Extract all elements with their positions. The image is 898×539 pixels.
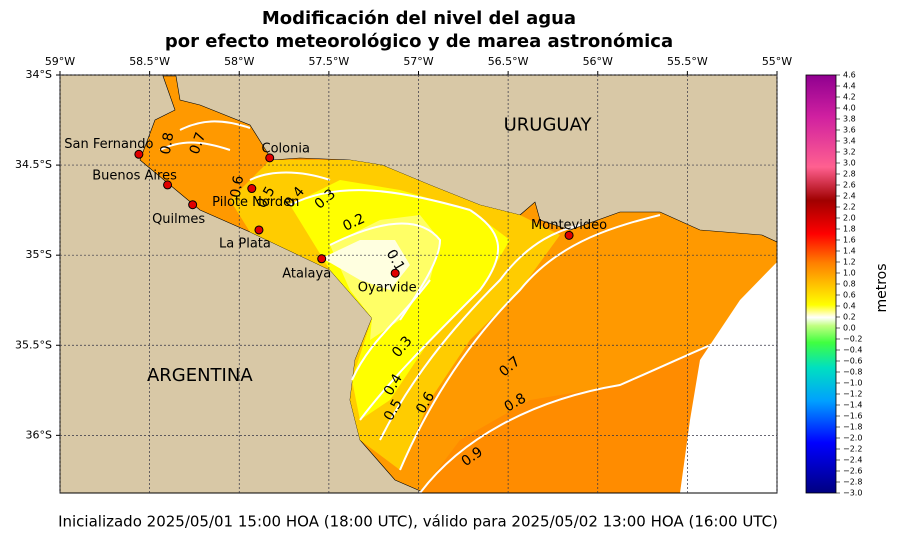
colorbar-tick-label: 4.2 <box>843 93 856 102</box>
colorbar-tick-label: −2.4 <box>843 456 862 465</box>
y-tick-label: 35.5°S <box>15 338 52 351</box>
x-tick-label: 59°W <box>45 55 75 68</box>
station-label: Colonia <box>262 141 310 156</box>
colorbar-tick-label: −1.4 <box>843 401 862 410</box>
x-tick-label: 56.5°W <box>488 55 529 68</box>
x-tick-label: 57°W <box>403 55 433 68</box>
contour-label: 0.8 <box>158 131 178 156</box>
colorbar-tick-label: −1.6 <box>843 412 862 421</box>
colorbar-tick-label: 2.2 <box>843 203 856 212</box>
x-tick-label: 58°W <box>224 55 254 68</box>
colorbar-tick-label: 1.4 <box>843 247 856 256</box>
colorbar-tick-label: 0.6 <box>843 291 856 300</box>
station-label: Oyarvide <box>358 281 417 296</box>
x-tick-label: 58.5°W <box>129 55 170 68</box>
y-tick-label: 34°S <box>26 68 52 81</box>
title-line: Modificación del nivel del agua <box>262 8 576 29</box>
contour-label: 0.6 <box>228 174 248 199</box>
colorbar-tick-label: −1.8 <box>843 423 862 432</box>
title-line: por efecto meteorológico y de marea astr… <box>165 31 673 52</box>
contour-band <box>322 240 410 290</box>
station-label: San Fernando <box>64 137 153 152</box>
colorbar-tick-label: 0.4 <box>843 302 856 311</box>
station-label: Montevideo <box>531 218 607 233</box>
station-marker <box>317 254 327 264</box>
station-marker <box>564 230 574 240</box>
station-label: Quilmes <box>152 212 205 227</box>
colorbar-tick-label: 0.2 <box>843 313 856 322</box>
colorbar-tick-label: 2.6 <box>843 181 856 190</box>
y-tick-label: 34.5°S <box>15 158 52 171</box>
colorbar-tick-label: −0.6 <box>843 357 862 366</box>
region-label: ARGENTINA <box>147 365 253 386</box>
colorbar-tick-label: −1.0 <box>843 379 862 388</box>
colorbar-tick-label: 1.0 <box>843 269 856 278</box>
colorbar-tick-label: −2.6 <box>843 467 862 476</box>
colorbar-tick-label: 3.8 <box>843 115 856 124</box>
colorbar-tick-label: 2.4 <box>843 192 856 201</box>
station-marker <box>390 268 400 278</box>
contour-lines <box>159 120 777 493</box>
colorbar-tick-label: 3.6 <box>843 126 856 135</box>
station-marker <box>163 180 173 190</box>
station-marker <box>134 149 144 159</box>
station-marker <box>247 184 257 194</box>
station-label: Atalaya <box>282 266 331 281</box>
colorbar-tick-label: −0.2 <box>843 335 862 344</box>
colorbar-label: metros <box>874 263 890 312</box>
colorbar-tick-label: −2.8 <box>843 478 862 487</box>
colorbar-tick-label: 3.0 <box>843 159 856 168</box>
station-label: Buenos Aires <box>92 168 177 183</box>
x-tick-label: 56°W <box>583 55 613 68</box>
colorbar-tick-label: −2.2 <box>843 445 862 454</box>
station-marker <box>265 153 275 163</box>
x-tick-label: 57.5°W <box>308 55 349 68</box>
colorbar-tick-label: −0.8 <box>843 368 862 377</box>
footer: Inicializado 2025/05/01 15:00 HOA (18:00… <box>58 513 778 531</box>
colorbar <box>805 74 837 494</box>
station-marker <box>254 225 264 235</box>
colorbar-tick-label: 4.6 <box>843 71 856 80</box>
region-label: URUGUAY <box>504 114 593 135</box>
colorbar-tick-label: 1.2 <box>843 258 856 267</box>
y-tick-label: 36°S <box>26 428 52 441</box>
station-marker <box>188 200 198 210</box>
colorbar-tick-label: 3.2 <box>843 148 856 157</box>
colorbar-tick-label: 4.0 <box>843 104 856 113</box>
x-tick-label: 55°W <box>762 55 792 68</box>
colorbar-tick-label: 1.6 <box>843 236 856 245</box>
colorbar-tick-label: 3.4 <box>843 137 856 146</box>
colorbar-tick-label: 2.0 <box>843 214 856 223</box>
y-tick-label: 35°S <box>26 248 52 261</box>
colorbar-tick-label: 2.8 <box>843 170 856 179</box>
colorbar-tick-label: 1.8 <box>843 225 856 234</box>
colorbar-tick-label: −2.0 <box>843 434 862 443</box>
colorbar-tick-label: −0.4 <box>843 346 862 355</box>
station-label: La Plata <box>219 236 271 251</box>
colorbar-tick-label: 4.4 <box>843 82 856 91</box>
colorbar-tick-label: 0.8 <box>843 280 856 289</box>
station-label: Pilote Norden <box>212 195 299 210</box>
colorbar-tick-label: −1.2 <box>843 390 862 399</box>
x-tick-label: 55.5°W <box>667 55 708 68</box>
colorbar-tick-label: −3.0 <box>843 489 862 498</box>
contour-label: 0.7 <box>187 130 210 156</box>
colorbar-tick-label: 0.0 <box>843 324 856 333</box>
